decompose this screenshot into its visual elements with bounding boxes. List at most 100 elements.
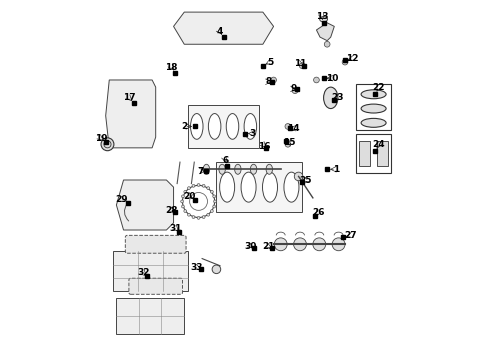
Circle shape xyxy=(285,123,291,129)
Text: 33: 33 xyxy=(191,263,203,272)
Ellipse shape xyxy=(213,205,216,208)
Text: 24: 24 xyxy=(373,140,385,149)
Text: 7: 7 xyxy=(197,167,203,176)
Ellipse shape xyxy=(241,172,256,202)
Text: 27: 27 xyxy=(344,231,357,240)
Text: 25: 25 xyxy=(299,176,312,185)
Ellipse shape xyxy=(188,187,190,190)
Polygon shape xyxy=(106,80,156,148)
Text: 6: 6 xyxy=(222,156,228,165)
Ellipse shape xyxy=(188,213,190,216)
Circle shape xyxy=(285,141,291,147)
Ellipse shape xyxy=(197,216,200,219)
Bar xyxy=(356,84,392,130)
Ellipse shape xyxy=(263,172,277,202)
Ellipse shape xyxy=(266,164,272,174)
Bar xyxy=(188,105,259,148)
Ellipse shape xyxy=(181,205,184,208)
Circle shape xyxy=(101,138,114,151)
Ellipse shape xyxy=(184,210,187,212)
Ellipse shape xyxy=(210,210,213,212)
Ellipse shape xyxy=(220,172,235,202)
Ellipse shape xyxy=(226,113,239,139)
Text: 5: 5 xyxy=(267,58,273,67)
FancyBboxPatch shape xyxy=(129,278,182,294)
Ellipse shape xyxy=(284,172,299,202)
Ellipse shape xyxy=(181,195,184,198)
Circle shape xyxy=(294,238,306,251)
Ellipse shape xyxy=(214,200,217,203)
Bar xyxy=(217,162,302,212)
Ellipse shape xyxy=(181,200,184,203)
Text: 21: 21 xyxy=(262,242,274,251)
Text: 32: 32 xyxy=(137,268,149,277)
Text: 11: 11 xyxy=(294,59,307,68)
Text: 12: 12 xyxy=(346,54,358,63)
Polygon shape xyxy=(377,141,388,166)
Ellipse shape xyxy=(207,213,210,216)
Circle shape xyxy=(294,172,303,181)
Ellipse shape xyxy=(210,190,213,193)
Text: 26: 26 xyxy=(312,208,324,217)
Circle shape xyxy=(313,238,326,251)
Ellipse shape xyxy=(203,164,210,174)
Ellipse shape xyxy=(192,184,195,187)
Text: 15: 15 xyxy=(283,138,296,147)
Text: 10: 10 xyxy=(326,74,339,83)
Ellipse shape xyxy=(319,17,327,22)
Text: 29: 29 xyxy=(116,195,128,204)
Text: 17: 17 xyxy=(122,93,135,102)
Bar xyxy=(113,251,188,291)
Ellipse shape xyxy=(192,216,195,219)
Ellipse shape xyxy=(361,118,386,127)
Bar xyxy=(117,298,184,334)
Ellipse shape xyxy=(184,190,187,193)
Ellipse shape xyxy=(213,195,216,198)
Ellipse shape xyxy=(244,113,257,139)
Ellipse shape xyxy=(191,113,203,139)
Ellipse shape xyxy=(219,164,225,174)
Polygon shape xyxy=(359,141,370,166)
FancyBboxPatch shape xyxy=(125,235,186,253)
Text: 2: 2 xyxy=(181,122,187,131)
Circle shape xyxy=(299,63,305,68)
Circle shape xyxy=(342,59,348,65)
Text: 31: 31 xyxy=(169,224,182,233)
Text: 28: 28 xyxy=(166,206,178,215)
Ellipse shape xyxy=(202,216,205,219)
Ellipse shape xyxy=(197,184,200,186)
Text: 18: 18 xyxy=(166,63,178,72)
Ellipse shape xyxy=(361,90,386,99)
Ellipse shape xyxy=(361,104,386,113)
Text: 14: 14 xyxy=(287,124,299,133)
Polygon shape xyxy=(173,12,273,44)
Ellipse shape xyxy=(208,113,221,139)
Text: 1: 1 xyxy=(333,165,339,174)
Polygon shape xyxy=(117,180,173,230)
Text: 30: 30 xyxy=(244,242,257,251)
Circle shape xyxy=(212,265,220,274)
Bar xyxy=(356,134,392,173)
Polygon shape xyxy=(317,23,334,41)
Text: 4: 4 xyxy=(217,27,223,36)
Text: 8: 8 xyxy=(265,77,271,86)
Text: 23: 23 xyxy=(332,93,344,102)
Text: 16: 16 xyxy=(258,141,271,150)
Circle shape xyxy=(292,88,298,94)
Text: 9: 9 xyxy=(290,84,296,93)
Circle shape xyxy=(324,41,330,47)
Circle shape xyxy=(332,238,345,251)
Circle shape xyxy=(274,238,287,251)
Ellipse shape xyxy=(235,164,241,174)
Text: 20: 20 xyxy=(183,192,196,201)
Circle shape xyxy=(314,77,319,83)
Ellipse shape xyxy=(207,187,210,190)
Text: 22: 22 xyxy=(373,83,385,92)
Text: 19: 19 xyxy=(95,134,108,143)
Ellipse shape xyxy=(250,164,257,174)
Ellipse shape xyxy=(202,184,205,187)
Text: 13: 13 xyxy=(316,12,328,21)
Text: 3: 3 xyxy=(249,129,255,138)
Circle shape xyxy=(270,77,276,83)
Ellipse shape xyxy=(323,87,338,109)
